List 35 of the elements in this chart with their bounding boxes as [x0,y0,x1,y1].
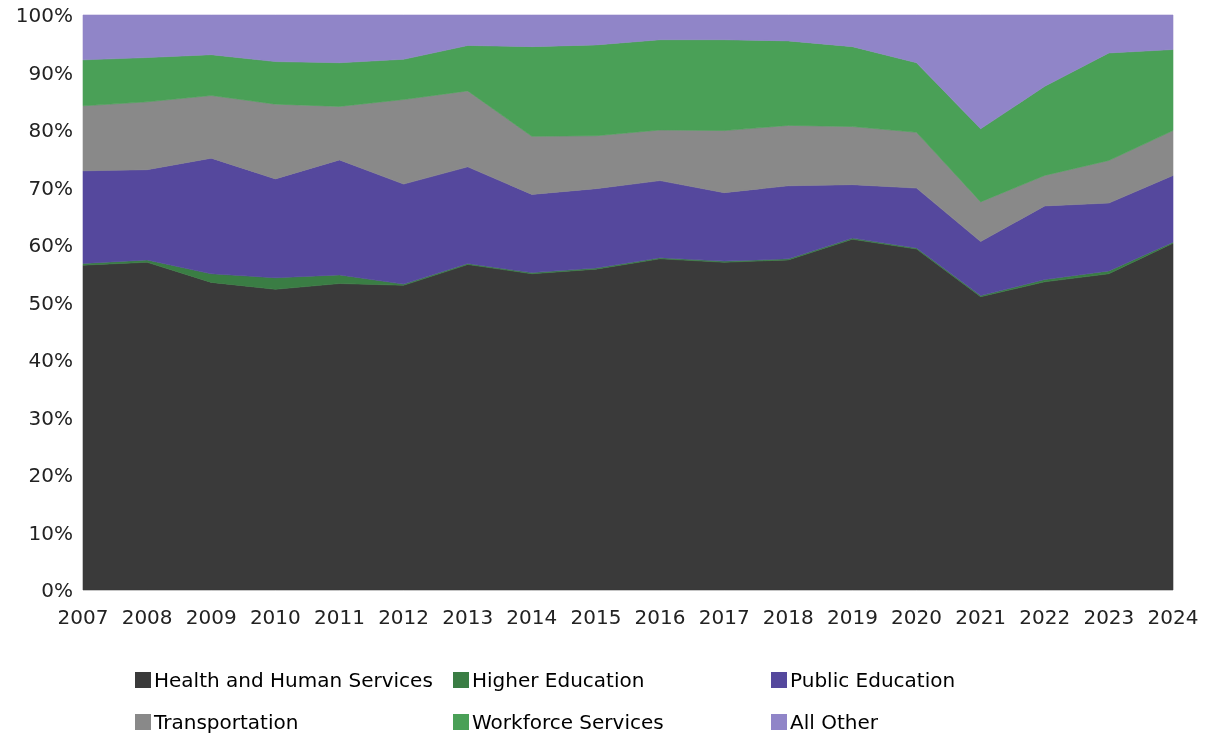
legend-label: Workforce Services [472,710,664,734]
legend-label: Transportation [153,710,299,734]
x-tick-label: 2016 [634,605,686,629]
x-tick-label: 2007 [57,605,109,629]
y-tick-label: 70% [28,175,73,200]
x-tick-label: 2021 [955,605,1007,629]
x-tick-label: 2024 [1147,605,1199,629]
y-tick-label: 40% [28,348,73,372]
x-tick-label: 2019 [826,605,878,629]
y-tick-label: 100% [15,3,73,27]
x-tick-label: 2023 [1083,605,1135,629]
y-tick-label: 20% [28,463,73,487]
legend-label: Higher Education [472,668,645,692]
y-tick-label: 60% [28,233,73,257]
x-tick-label: 2009 [185,605,237,629]
x-tick-label: 2010 [249,605,301,629]
legend-label: All Other [790,710,879,734]
y-tick-label: 50% [28,290,73,315]
x-tick-label: 2018 [762,605,814,629]
x-tick-label: 2014 [506,605,558,629]
legend-label: Health and Human Services [154,668,433,692]
y-tick-label: 0% [41,578,73,602]
x-tick-label: 2015 [570,605,622,629]
x-tick-label: 2011 [314,605,365,629]
x-tick-label: 2013 [442,605,494,629]
legend-label: Public Education [790,668,956,692]
x-tick-label: 2017 [698,605,750,629]
x-tick-label: 2012 [378,605,430,629]
x-tick-label: 2022 [1019,605,1071,629]
y-tick-label: 30% [28,405,73,430]
x-tick-label: 2020 [891,605,942,629]
x-tick-label: 2008 [121,605,173,629]
y-tick-label: 90% [28,60,73,85]
y-tick-label: 10% [28,520,73,545]
y-tick-label: 80% [28,118,73,142]
